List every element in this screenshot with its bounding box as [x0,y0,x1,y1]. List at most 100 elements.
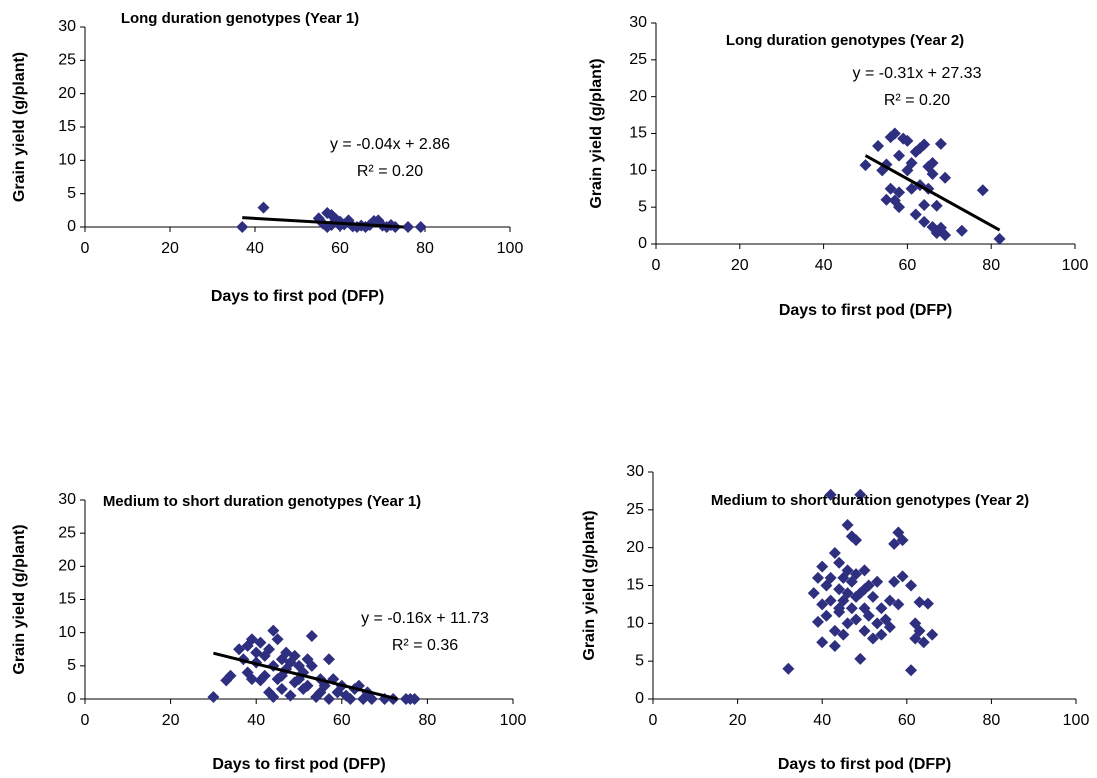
y-tick-label: 0 [638,235,647,252]
x-tick-label: 80 [983,712,1001,729]
y-tick-label: 20 [58,558,76,575]
x-tick-label: 0 [652,257,661,274]
marker [841,587,854,600]
marker [888,127,901,140]
equation: y = -0.04x + 2.86 [330,136,450,153]
marker [314,686,327,699]
y-tick-label: 15 [626,577,644,594]
marker [883,594,896,607]
y-tick-label: 10 [626,615,644,632]
x-tick-label: 60 [331,240,349,257]
x-tick-label: 80 [416,240,434,257]
trendline [242,216,404,229]
marker [258,669,271,682]
y-tick-label: 15 [58,118,76,135]
marker [828,640,841,653]
marker [414,221,427,233]
marker [841,617,854,630]
marker [267,624,280,637]
marker [402,221,414,233]
marker [854,488,867,501]
marker [921,597,934,610]
marker [934,137,947,150]
y-tick-label: 10 [58,152,76,169]
marker [939,229,952,242]
x-tick-label: 40 [815,257,833,274]
marker [875,602,888,615]
y-tick-label: 5 [67,185,76,202]
marker [917,636,930,649]
marker [257,201,270,214]
marker [816,560,829,573]
y-tick-label: 10 [58,624,76,641]
marker [913,596,926,609]
x-tick-label: 60 [899,257,917,274]
y-tick-label: 30 [629,14,647,31]
marker [888,537,901,550]
marker [862,609,875,622]
marker [301,653,314,666]
x-axis-label: Days to first pod (DFP) [778,756,951,773]
marker [288,649,301,662]
y-tick-label: 30 [58,491,76,508]
marker [875,628,888,641]
x-tick-label: 80 [982,257,1000,274]
y-axis-label: Grain yield (g/plant) [11,524,28,674]
y-tick-label: 5 [638,198,647,215]
marker [301,679,314,692]
y-tick-label: 5 [635,652,644,669]
y-axis-label: Grain yield (g/plant) [588,58,605,208]
marker [275,683,288,696]
marker [976,184,989,197]
y-tick-label: 5 [67,657,76,674]
marker [871,617,884,630]
r-squared: R² = 0.20 [884,92,950,109]
marker [939,171,952,184]
marker [905,579,918,592]
marker [926,156,939,169]
marker [896,570,909,583]
marker [859,159,872,172]
x-tick-label: 40 [813,712,831,729]
marker [880,193,893,206]
x-tick-label: 40 [246,240,264,257]
chart-panel: 0 5 10 15 20 25 30 0 20 40 60 80 100 Days to first po… [11,491,526,773]
marker [841,518,854,531]
marker [236,221,249,233]
x-tick-label: 20 [729,712,747,729]
marker [833,556,846,569]
marker [866,632,879,645]
y-tick-label: 15 [58,591,76,608]
marker [305,629,318,642]
marker [263,643,276,656]
marker [275,669,288,682]
marker [828,624,841,637]
chart-title: Medium to short duration genotypes (Year… [710,492,1030,509]
y-tick-label: 0 [67,690,76,707]
chart-panel: 0 5 10 15 20 25 30 0 20 40 60 80 100 Days to first po… [588,14,1088,319]
marker [824,594,837,607]
marker [816,636,829,649]
marker [811,571,824,584]
marker [828,546,841,559]
x-tick-label: 20 [161,240,179,257]
marker [918,215,931,228]
marker [833,602,846,615]
y-tick-label: 25 [626,501,644,518]
marker [365,693,378,705]
x-tick-label: 20 [731,257,749,274]
marker [837,628,850,641]
x-tick-label: 100 [1062,257,1089,274]
trendline [864,154,1001,232]
y-tick-label: 0 [635,690,644,707]
marker [955,224,968,237]
marker [883,621,896,634]
marker [858,624,871,637]
marker [888,575,901,588]
x-tick-label: 60 [898,712,916,729]
marker [858,583,871,596]
r-squared: R² = 0.20 [357,163,423,180]
marker [284,689,297,702]
marker [824,488,837,501]
marker [344,693,357,705]
